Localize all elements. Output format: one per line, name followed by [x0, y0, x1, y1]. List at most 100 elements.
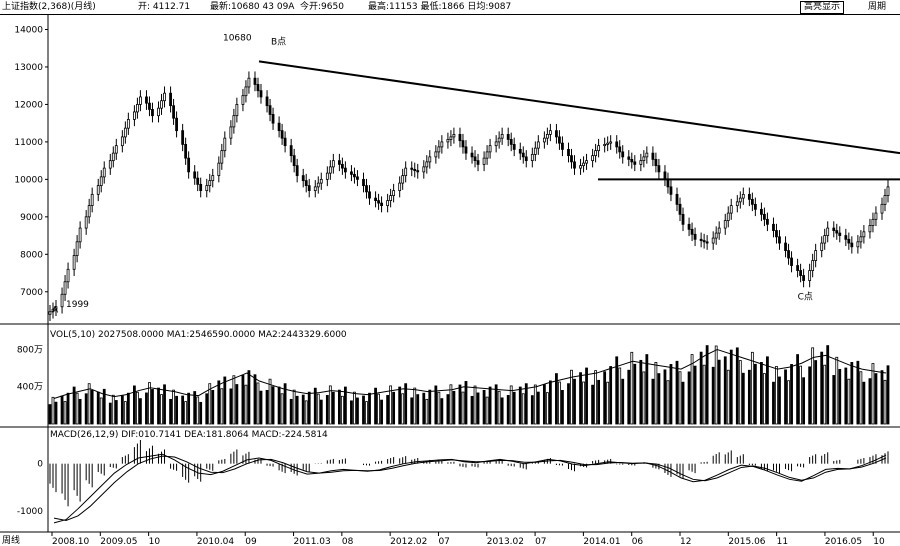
candle-body: [627, 156, 631, 160]
x-tick-label: 2010.04: [197, 537, 234, 546]
period-label[interactable]: 周期: [868, 2, 887, 12]
candle-body: [542, 137, 546, 143]
volume-bar: [633, 363, 637, 425]
volume-bar: [283, 383, 287, 425]
candle-body: [606, 142, 610, 145]
candle-body: [54, 306, 58, 310]
candle-body: [223, 137, 227, 152]
candle-body: [669, 186, 673, 195]
x-tick-label: 2008.10: [52, 537, 89, 546]
x-tick-label: 07: [438, 537, 449, 546]
x-tick-label: 08: [342, 537, 354, 546]
candle-body: [787, 250, 790, 259]
volume-bar: [753, 363, 757, 425]
volume-bar: [241, 375, 245, 425]
candle-body: [735, 201, 739, 206]
candle-body: [458, 134, 462, 142]
candle-body: [642, 156, 646, 162]
candle-body: [856, 241, 860, 248]
highlight-button[interactable]: 高亮显示: [800, 1, 845, 14]
candle-body: [151, 109, 154, 117]
volume-bar: [235, 384, 239, 425]
candle-body: [139, 96, 142, 105]
candle-body: [693, 233, 697, 240]
candle-body: [253, 77, 257, 85]
volume-bar: [645, 354, 649, 425]
candle-body: [485, 151, 489, 159]
candle-body: [413, 168, 417, 172]
range-value: 最高:11153 最低:1866 日均:9087: [368, 2, 512, 12]
a-point-label: A: [52, 305, 59, 315]
volume-bar: [545, 392, 549, 425]
volume-bar: [133, 385, 136, 425]
candle-body: [416, 170, 420, 173]
candle-body: [567, 148, 570, 157]
candle-body: [835, 230, 839, 234]
volume-bar: [72, 386, 76, 425]
volume-bar: [356, 397, 359, 425]
candle-body: [410, 167, 414, 170]
candle-body: [184, 143, 188, 159]
candle-body: [169, 92, 172, 107]
volume-bar: [500, 397, 504, 425]
volume-bar: [289, 398, 293, 425]
candle-body: [148, 102, 151, 110]
candle-body: [497, 137, 501, 143]
candle-body: [437, 146, 441, 153]
candle-body: [377, 200, 380, 204]
volume-bar: [835, 356, 839, 425]
y-tick-label: 12000: [14, 100, 43, 110]
candle-body: [232, 115, 236, 128]
volume-bar: [618, 367, 622, 425]
candle-body: [862, 231, 866, 238]
volume-bar: [476, 392, 480, 425]
volume-bar: [482, 389, 486, 425]
volume-bar: [99, 397, 103, 425]
candle-body: [823, 235, 827, 244]
volume-bar: [208, 383, 212, 425]
trend-line: [258, 60, 900, 155]
volume-bar: [196, 396, 200, 425]
candle-body: [283, 137, 287, 147]
volume-bar: [449, 384, 453, 425]
candle-body: [75, 241, 79, 256]
volume-bar: [295, 395, 299, 425]
candle-body: [573, 161, 576, 169]
volume-bar: [464, 381, 468, 425]
candle-body: [425, 161, 429, 168]
volume-bar: [96, 391, 100, 425]
volume-bar: [678, 371, 682, 425]
volume-bar: [585, 367, 588, 425]
volume-bar: [555, 373, 558, 425]
candle-body: [289, 145, 293, 157]
x-tick-label: 2013.02: [487, 537, 524, 546]
volume-bar: [425, 398, 429, 425]
volume-bar: [814, 360, 818, 425]
volume-bar: [524, 383, 528, 425]
volume-bar: [232, 375, 236, 425]
candle-body: [883, 195, 887, 205]
candle-body: [536, 141, 540, 149]
volume-bar: [244, 384, 248, 425]
candle-body: [217, 162, 221, 177]
volume-bar: [172, 389, 175, 425]
volume-bar: [621, 378, 625, 425]
candle-body: [753, 203, 757, 210]
macd-y-tick-label: -1000: [17, 507, 43, 517]
candle-body: [126, 119, 130, 129]
volume-bar: [591, 384, 595, 425]
volume-bar: [811, 347, 815, 425]
chart-frame: [0, 14, 900, 533]
volume-bar: [114, 400, 118, 425]
candle-body: [175, 117, 178, 132]
candle-body: [775, 230, 778, 238]
candle-body: [259, 90, 263, 98]
x-tick-label: 2014.01: [583, 537, 620, 546]
volume-bar: [362, 395, 365, 425]
volume-bar: [51, 396, 55, 425]
candle-body: [772, 223, 775, 231]
volume-bar: [87, 383, 91, 425]
b-point-label: B点: [271, 36, 286, 47]
volume-bar: [802, 377, 805, 425]
candle-body: [838, 232, 842, 236]
